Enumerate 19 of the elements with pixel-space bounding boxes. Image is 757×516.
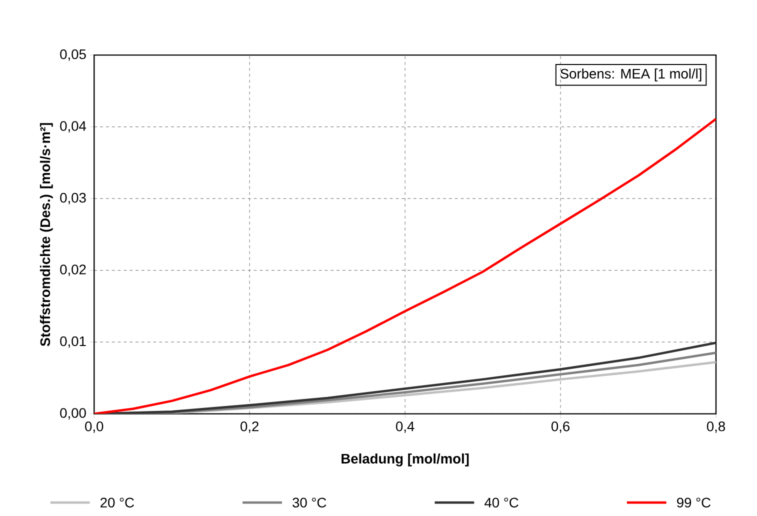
legend-label: 40 °C	[484, 498, 518, 508]
y-axis-title: Stoffstromdichte (Des.) [mol/s·m²]	[40, 122, 53, 346]
x-tick-label: 0,2	[240, 421, 258, 433]
y-tick-label: 0,02	[60, 264, 86, 276]
line-series	[94, 118, 716, 414]
x-tick-label: 0,6	[551, 421, 570, 433]
y-tick-label: 0,04	[60, 120, 86, 132]
x-tick-label: 0,4	[396, 421, 414, 433]
y-tick-label: 0,05	[60, 49, 86, 61]
y-tick-label: 0,00	[60, 408, 86, 420]
y-tick-label: 0,03	[60, 192, 86, 204]
legend-label: 99 °C	[677, 498, 711, 508]
annotation: Sorbens: MEA [1 mol/l]	[560, 68, 702, 82]
legend-label: 30 °C	[292, 498, 326, 508]
legend-label: 20 °C	[100, 498, 134, 508]
x-tick-label: 0,0	[85, 421, 104, 433]
y-tick-label: 0,01	[60, 336, 86, 348]
x-tick-label: 0,8	[706, 421, 725, 433]
x-axis-title: Beladung [mol/mol]	[342, 453, 469, 466]
